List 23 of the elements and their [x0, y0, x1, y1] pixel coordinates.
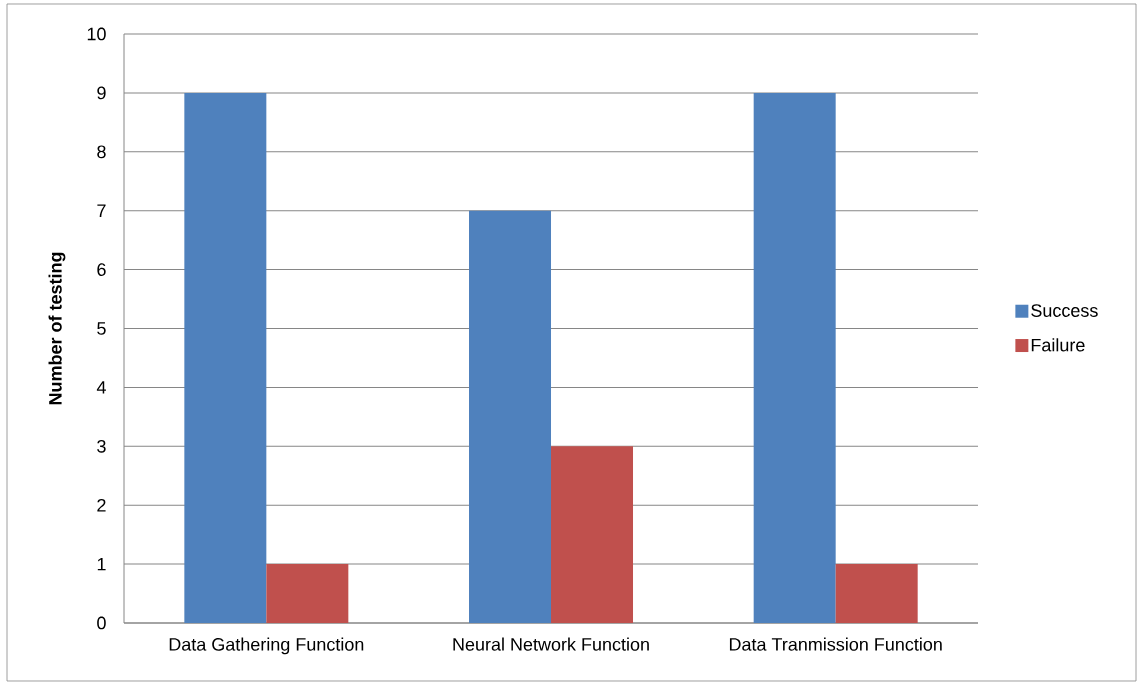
y-tick-label: 2 — [97, 498, 106, 512]
bar — [835, 564, 918, 623]
legend-label: Failure — [1031, 338, 1085, 352]
bar — [551, 446, 634, 623]
y-tick-label: 4 — [96, 381, 106, 394]
y-tick-label: 7 — [97, 204, 106, 217]
bar — [266, 564, 349, 623]
y-axis-title: Number of testing — [48, 252, 66, 405]
y-tick-label: 6 — [97, 263, 106, 276]
bar — [184, 92, 267, 623]
legend-label: Success — [1031, 304, 1098, 317]
y-tick-label: 0 — [97, 616, 106, 630]
y-tick-label: 5 — [97, 322, 106, 335]
y-tick-label: 1 — [97, 557, 106, 571]
x-tick-label: Data Tranmission Function — [729, 637, 942, 651]
bar — [753, 92, 836, 623]
y-tick-label: 8 — [97, 145, 106, 159]
x-tick-label: Neural Network Function — [453, 637, 649, 651]
bar — [469, 210, 552, 623]
x-tick-label: Data Gathering Function — [169, 637, 364, 655]
y-tick-label: 10 — [87, 27, 106, 41]
y-tick-label: 3 — [97, 439, 106, 453]
y-tick-label: 9 — [97, 86, 106, 100]
